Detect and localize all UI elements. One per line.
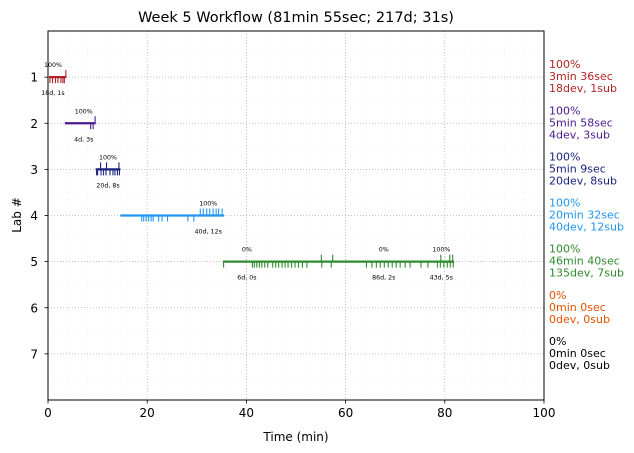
x-tick-label: 40 — [239, 406, 254, 420]
y-axis-label: Lab # — [10, 197, 24, 233]
annotation-counts: 43d, 5s — [430, 275, 453, 282]
y-tick-label: 5 — [30, 255, 38, 269]
lab-5-summary-line: 135dev, 7sub — [549, 267, 624, 280]
lab-3-summary-line: 5min 9sec — [549, 162, 606, 175]
y-axis-ticks: 1 2 3 4 5 6 7 — [30, 71, 48, 361]
y-tick-label: 1 — [30, 71, 38, 85]
lab-6-summary-line: 0min 0sec — [549, 301, 606, 314]
lab-2-summary-line: 100% — [549, 104, 580, 117]
lab-4-summary-line: 40dev, 12sub — [549, 221, 624, 234]
annotation-percent: 0% — [379, 247, 389, 254]
lab-5-series: 0% 6d, 0s 0% 86d, 2s 100% 43d, 5s — [223, 247, 455, 282]
x-axis-ticks: 0 20 40 60 80 100 — [44, 400, 555, 420]
lab-7-summary-line: 0min 0sec — [549, 347, 606, 360]
annotation-counts: 18d, 1s — [41, 90, 64, 97]
annotation-counts: 4d, 3s — [74, 136, 93, 143]
annotation-percent: 100% — [75, 108, 93, 115]
lab-7-summary-line: 0dev, 0sub — [549, 359, 610, 372]
lab-2-summary-line: 5min 58sec — [549, 116, 613, 129]
y-tick-label: 3 — [30, 163, 38, 177]
lab-5-summary-line: 46min 40sec — [549, 255, 620, 268]
x-tick-label: 100 — [533, 406, 556, 420]
annotation-percent: 100% — [199, 201, 217, 208]
lab-6-summary-line: 0dev, 0sub — [549, 313, 610, 326]
lab-1-summary-line: 3min 36sec — [549, 70, 613, 83]
lab-3-summary-line: 100% — [549, 150, 580, 163]
chart-title: Week 5 Workflow (81min 55sec; 217d; 31s) — [138, 10, 454, 26]
x-tick-label: 20 — [140, 406, 155, 420]
lab-7-summary-line: 0% — [549, 335, 566, 348]
annotation-counts: 86d, 2s — [372, 275, 395, 282]
x-tick-label: 0 — [44, 406, 52, 420]
x-tick-label: 60 — [338, 406, 353, 420]
lab-4-summary-line: 20min 32sec — [549, 209, 620, 222]
x-tick-label: 80 — [437, 406, 452, 420]
annotation-counts: 20d, 8s — [96, 182, 119, 189]
annotation-percent: 100% — [44, 62, 62, 69]
lab-1-summary-line: 18dev, 1sub — [549, 82, 617, 95]
x-axis-label: Time (min) — [262, 430, 328, 444]
annotation-percent: 100% — [432, 247, 450, 254]
y-tick-label: 6 — [30, 301, 38, 315]
lab-3-summary-line: 20dev, 8sub — [549, 174, 617, 187]
lab-4-series: 100% 40d, 12s — [120, 201, 225, 236]
lab-4-summary-line: 100% — [549, 197, 580, 210]
lab-3-series: 100% 20d, 8s — [95, 154, 121, 189]
annotation-percent: 0% — [242, 247, 252, 254]
y-tick-label: 4 — [30, 209, 38, 223]
y-tick-label: 7 — [30, 347, 38, 361]
lab-series: 100% 18d, 1s 100% 4d, 3s 100% 20d, 8s 100% 40d,… — [41, 62, 455, 282]
annotation-percent: 100% — [99, 154, 117, 161]
lab-6-summary-line: 0% — [549, 289, 566, 302]
lab-5-summary-line: 100% — [549, 243, 580, 256]
lab-2-series: 100% 4d, 3s — [64, 108, 96, 143]
lab-1-series: 100% 18d, 1s — [41, 62, 67, 97]
lab-2-summary-line: 4dev, 3sub — [549, 128, 610, 141]
y-tick-label: 2 — [30, 117, 38, 131]
lab-1-summary-line: 100% — [549, 58, 580, 71]
annotation-counts: 40d, 12s — [195, 229, 222, 236]
annotation-counts: 6d, 0s — [237, 275, 256, 282]
